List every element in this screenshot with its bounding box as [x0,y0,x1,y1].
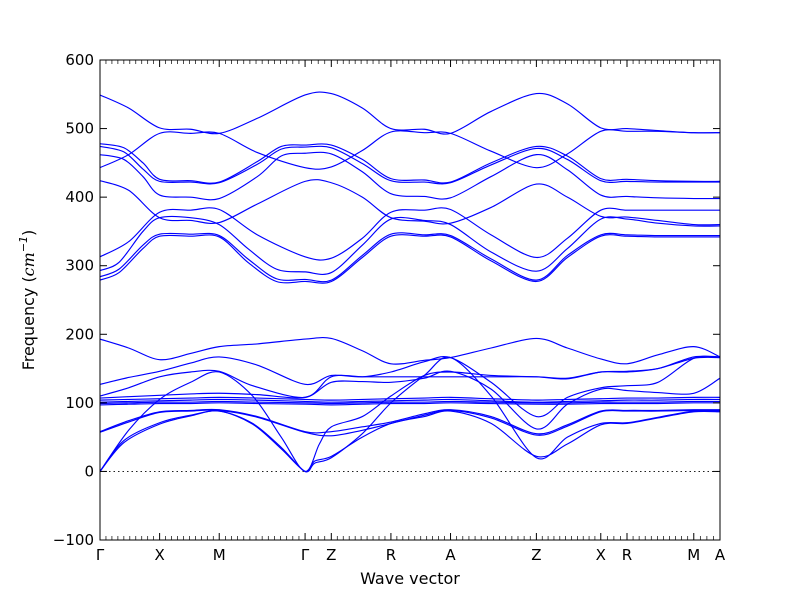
y-ticks: −100 0 100 200 300 400 500 600 [53,51,720,549]
y-tick-label: 300 [65,257,94,275]
phonon-band-14 [100,370,720,430]
y-tick-label: −100 [53,531,94,549]
x-tick-label: Z [531,546,541,564]
phonon-band-4 [100,145,720,185]
phonon-band-9 [100,232,720,283]
y-axis-unit-base: cm [19,252,38,276]
phonon-band-10 [100,234,720,284]
y-tick-label: 400 [65,188,94,206]
phonon-band-22 [100,356,720,473]
phonon-band-5 [100,151,720,201]
phonon-band-19 [100,408,720,435]
x-axis-label: Wave vector [360,569,460,588]
y-tick-label: 500 [65,120,94,138]
y-tick-label: 0 [84,462,94,480]
phonon-band-7 [100,207,720,261]
y-axis-unit-exponent: −1 [17,236,30,252]
phonon-band-17 [100,400,720,405]
y-tick-label: 600 [65,51,94,69]
phonon-band-13 [100,355,720,399]
phonon-band-16 [100,398,720,403]
x-tick-label: X [154,546,164,564]
x-tick-label: X [596,546,606,564]
x-tick-label: Γ [301,546,310,564]
x-tick-label: Γ [96,546,105,564]
y-axis-label-text: Frequency ( [19,276,38,370]
y-axis-label-close: ) [19,230,38,236]
y-axis-label: Frequency (cm−1) [17,230,38,371]
phonon-band-1 [100,91,720,135]
x-tick-label: Z [326,546,336,564]
x-tick-label: R [386,546,396,564]
x-tick-label: A [445,546,456,564]
phonon-band-6 [100,179,720,226]
x-tick-label: M [687,546,700,564]
phonon-band-15 [100,396,720,401]
x-tick-label: R [622,546,632,564]
y-tick-label: 100 [65,394,94,412]
x-tick-label: M [213,546,226,564]
plot-frame [99,59,721,541]
phonon-band-21 [100,410,720,473]
phonon-band-12 [100,355,720,418]
y-tick-label: 200 [65,325,94,343]
phonon-band-2 [100,129,720,170]
band-lines [100,91,720,473]
phonon-band-8 [100,215,720,275]
phonon-band-23 [100,356,720,472]
phonon-band-18 [100,402,720,406]
phonon-band-3 [100,143,720,184]
x-tick-label: A [715,546,726,564]
phonon-band-11 [100,336,720,365]
